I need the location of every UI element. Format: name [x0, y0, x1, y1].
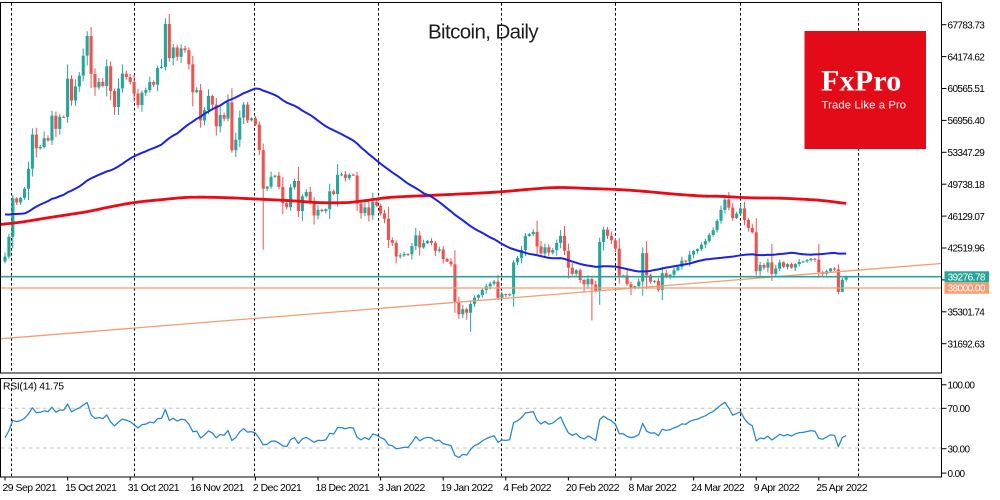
svg-text:RSI(14) 41.75: RSI(14) 41.75 [3, 382, 64, 393]
svg-text:46129.07: 46129.07 [948, 212, 986, 223]
svg-text:31692.63: 31692.63 [948, 339, 986, 350]
svg-text:64174.62: 64174.62 [948, 52, 986, 63]
svg-text:31 Oct 2021: 31 Oct 2021 [128, 483, 180, 494]
svg-text:18 Dec 2021: 18 Dec 2021 [316, 483, 370, 494]
svg-text:20 Feb 2022: 20 Feb 2022 [566, 483, 620, 494]
svg-text:29 Sep 2021: 29 Sep 2021 [3, 483, 57, 494]
svg-text:Trade Like a Pro: Trade Like a Pro [822, 100, 907, 112]
svg-text:FxPro: FxPro [821, 64, 901, 97]
svg-text:2 Dec 2021: 2 Dec 2021 [253, 483, 302, 494]
svg-text:38000.00: 38000.00 [948, 284, 986, 295]
svg-text:4 Feb 2022: 4 Feb 2022 [503, 483, 552, 494]
svg-text:35301.74: 35301.74 [948, 308, 986, 319]
svg-text:0.00: 0.00 [948, 469, 966, 480]
svg-text:53347.29: 53347.29 [948, 148, 986, 159]
svg-text:25 Apr 2022: 25 Apr 2022 [816, 483, 867, 494]
svg-text:67783.73: 67783.73 [948, 20, 986, 31]
svg-text:16 Nov 2021: 16 Nov 2021 [190, 483, 244, 494]
svg-text:42519.96: 42519.96 [948, 244, 986, 255]
svg-text:70.00: 70.00 [948, 404, 971, 415]
svg-text:9 Apr 2022: 9 Apr 2022 [754, 483, 800, 494]
svg-text:24 Mar 2022: 24 Mar 2022 [691, 483, 745, 494]
svg-text:15 Oct 2021: 15 Oct 2021 [65, 483, 117, 494]
svg-text:39276.78: 39276.78 [948, 272, 986, 283]
svg-text:56956.40: 56956.40 [948, 116, 986, 127]
svg-text:8 Mar 2022: 8 Mar 2022 [629, 483, 677, 494]
svg-text:19 Jan 2022: 19 Jan 2022 [441, 483, 494, 494]
svg-text:3 Jan 2022: 3 Jan 2022 [378, 483, 425, 494]
svg-text:30.00: 30.00 [948, 444, 971, 455]
svg-text:60565.51: 60565.51 [948, 84, 986, 95]
svg-text:100.00: 100.00 [948, 381, 976, 392]
svg-text:Bitcoin, Daily: Bitcoin, Daily [428, 21, 539, 44]
svg-text:49738.18: 49738.18 [948, 180, 986, 191]
